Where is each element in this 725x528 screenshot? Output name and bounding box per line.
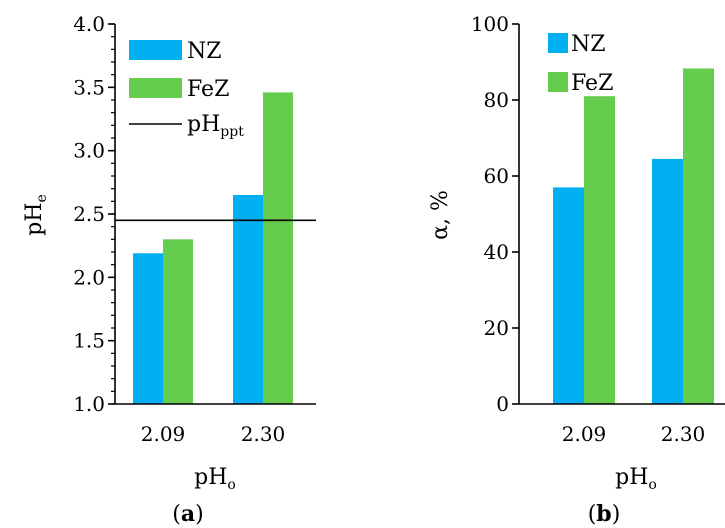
chart-a: 1.0 1.5 2.0 2.5 3.0 3.5 4.0 2.09 2.30 NZ FeZ pH…: [22, 12, 316, 527]
chart-b-ytick-label: 80: [484, 88, 509, 112]
legend-a-fez-label: FeZ: [187, 77, 229, 102]
chart-a-ytick-label: 4.0: [73, 12, 105, 36]
chart-a-ylabel: pHe: [22, 194, 50, 236]
chart-a-xtick-label: 2.30: [241, 422, 286, 446]
chart-b-ytick-label: 100: [471, 12, 509, 36]
chart-b-ytick-label: 20: [484, 316, 509, 340]
chart-b-xtick-label: 2.09: [562, 422, 607, 446]
chart-b-bar-nz-0: [553, 187, 584, 404]
chart-b-ytick-label: 60: [484, 164, 509, 188]
legend-a-nz-swatch: [129, 40, 182, 60]
chart-b-xlabel: pHo: [615, 465, 657, 493]
chart-b-bar-nz-1: [652, 158, 683, 404]
legend-a-ref-label: pHppt: [187, 112, 244, 140]
chart-a-bar-nz-0: [133, 253, 163, 404]
legend-a-fez-swatch: [129, 78, 182, 98]
chart-b-panel-label: (b): [588, 501, 621, 527]
chart-a-ytick-label: 2.0: [73, 265, 105, 289]
legend-b-fez-swatch: [548, 72, 568, 92]
chart-a-xtick-label: 2.09: [141, 422, 186, 446]
chart-a-xlabel: pHo: [194, 465, 236, 493]
chart-a-ytick-label: 3.0: [73, 139, 105, 163]
chart-a-ytick-label: 2.5: [73, 202, 105, 226]
chart-a-ytick-label: 1.0: [73, 392, 105, 416]
legend-b-nz-label: NZ: [571, 32, 606, 57]
legend-b-fez-label: FeZ: [571, 71, 613, 96]
chart-a-bar-fez-0: [163, 239, 193, 404]
chart-a-bar-nz-1: [233, 195, 263, 404]
legend-b-nz-swatch: [548, 33, 568, 53]
chart-b-ytick-label: 40: [484, 240, 509, 264]
chart-a-ytick-label: 1.5: [73, 329, 105, 353]
chart-b-xtick-label: 2.30: [661, 422, 706, 446]
chart-b-bar-fez-1: [683, 68, 714, 405]
chart-a-ytick-label: 3.5: [73, 75, 105, 99]
chart-a-bar-fez-1: [263, 92, 293, 405]
chart-a-panel-label: (a): [172, 501, 203, 527]
legend-a-nz-label: NZ: [187, 39, 222, 64]
chart-b-ytick-label: 0: [496, 392, 509, 416]
chart-b-bar-fez-0: [584, 96, 615, 404]
chart-b: 0 20 40 60 80 100 2.09 2.30 NZ FeZ α, % pHo (b…: [428, 12, 725, 527]
chart-b-ylabel: α, %: [428, 190, 453, 240]
